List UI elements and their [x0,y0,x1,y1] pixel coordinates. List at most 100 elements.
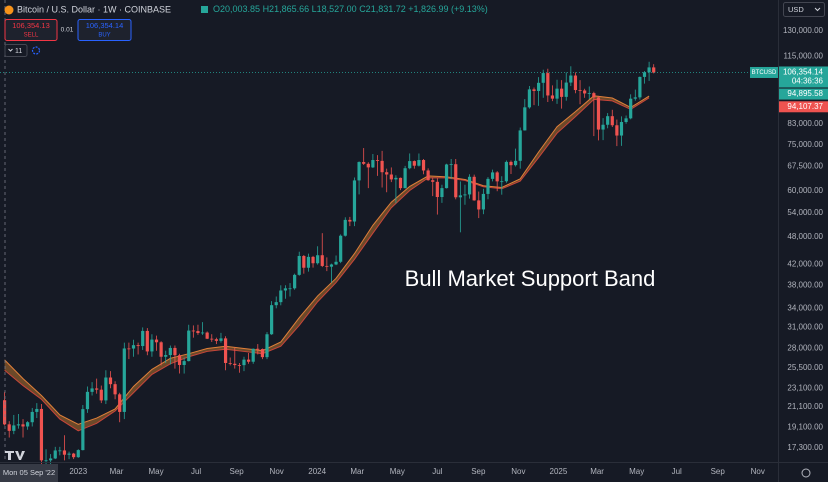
candle-body [44,460,48,462]
candle-body [30,411,34,423]
buy-button[interactable]: 106,354.14 BUY [77,19,132,41]
y-tick-label: 38,000.00 [787,280,823,289]
candle-body [458,195,462,198]
candle-body [629,98,633,119]
candle-body [417,160,421,166]
candle-body [348,219,352,222]
candle-body [339,235,343,262]
candle-body [633,97,637,99]
candle-body [99,389,103,401]
candle-body [366,163,370,168]
x-tick-label: Sep [711,467,726,476]
x-tick-label: May [148,467,163,476]
candle-body [210,338,214,340]
ohlc-change: +1,826.99 (+9.13%) [408,4,488,14]
x-tick-label: Jul [672,467,682,476]
band-line [4,97,650,432]
candle-body [145,330,149,352]
settings-icon[interactable] [801,468,811,478]
candle-body [523,107,527,131]
price-label: 106,354.14 [783,68,824,77]
candle-body [583,90,587,94]
symbol-title: Bitcoin / U.S. Dollar · 1W · COINBASE [17,4,171,14]
x-tick-label: Nov [511,467,525,476]
band-price-tag [779,88,828,100]
y-tick-label: 83,000.00 [787,119,823,128]
candle-body [412,161,416,166]
candle-body [596,97,601,130]
candle-body [108,377,113,385]
candle-body [62,450,67,455]
candle-body [49,458,53,461]
y-tick-label: 25,500.00 [787,363,823,372]
y-tick-label: 130,000.00 [783,26,824,35]
candle-body [118,394,122,412]
candle-body [173,347,177,356]
currency: USD [788,5,804,14]
band-price-label: 94,107.37 [787,102,823,111]
candle-body [555,88,559,99]
market-status [201,6,208,13]
candle-body [371,160,375,168]
y-tick-label: 67,500.00 [787,162,823,171]
candle-body [233,363,237,366]
indicators-box[interactable] [4,44,28,57]
candle-body [426,170,430,181]
candle-body [329,264,334,267]
candle-body [297,255,301,275]
candle-body [76,450,80,458]
x-tick-label: Jul [432,467,442,476]
x-tick-label: Mar [350,467,364,476]
candle-body [311,256,315,264]
candle-body [578,90,582,91]
y-tick-label: 34,000.00 [787,303,823,312]
indicators-toggle[interactable]: 11 [4,44,28,57]
candle-body [159,342,163,357]
sell-button[interactable]: 106,354.13 SELL [4,19,58,41]
candle-body [334,261,338,265]
candle-body [154,339,159,343]
candle-body [486,178,490,194]
candle-body [403,168,407,189]
axes: 17,300.00 19,100.00 21,100.00 23,100.00 25,5… [69,26,828,476]
candle-body [279,290,283,303]
candle-body [518,130,522,161]
y-tick-label: 23,100.00 [787,383,823,392]
currency-button[interactable]: USD [783,2,825,17]
buy-price: 106,354.14 [86,21,124,30]
candle-body [131,345,136,349]
candle-body [587,93,591,94]
coin-icon [4,5,14,15]
candle-body [467,176,472,195]
chevron [814,7,821,12]
candle-body [546,73,550,96]
candle-body [642,72,647,77]
candle-body [196,331,200,334]
sell-box[interactable] [4,19,58,41]
symbol-label: BTCUSD [752,70,777,76]
candle-body [610,116,614,126]
candle-body [320,255,324,266]
x-tick-label: 2023 [69,467,87,476]
candle-body [136,345,140,347]
candle-body [168,347,172,356]
candle-body [504,161,508,182]
candle-body [509,161,513,166]
candle-body [532,89,536,91]
buy-box[interactable] [77,19,132,41]
candle-body [265,334,269,358]
candle-body [85,391,90,410]
candle-body [302,255,306,268]
candle-body [652,67,656,73]
candle-body [638,76,642,98]
currency-box[interactable] [783,2,825,17]
candle-body [182,361,186,365]
candle-body [260,349,265,358]
spread: 0.01 [61,27,74,34]
y-tick-label: 60,000.00 [787,186,823,195]
candle-body [53,450,57,459]
data-icon[interactable] [31,46,41,55]
candle-body [513,160,518,166]
candle-body [3,400,7,425]
